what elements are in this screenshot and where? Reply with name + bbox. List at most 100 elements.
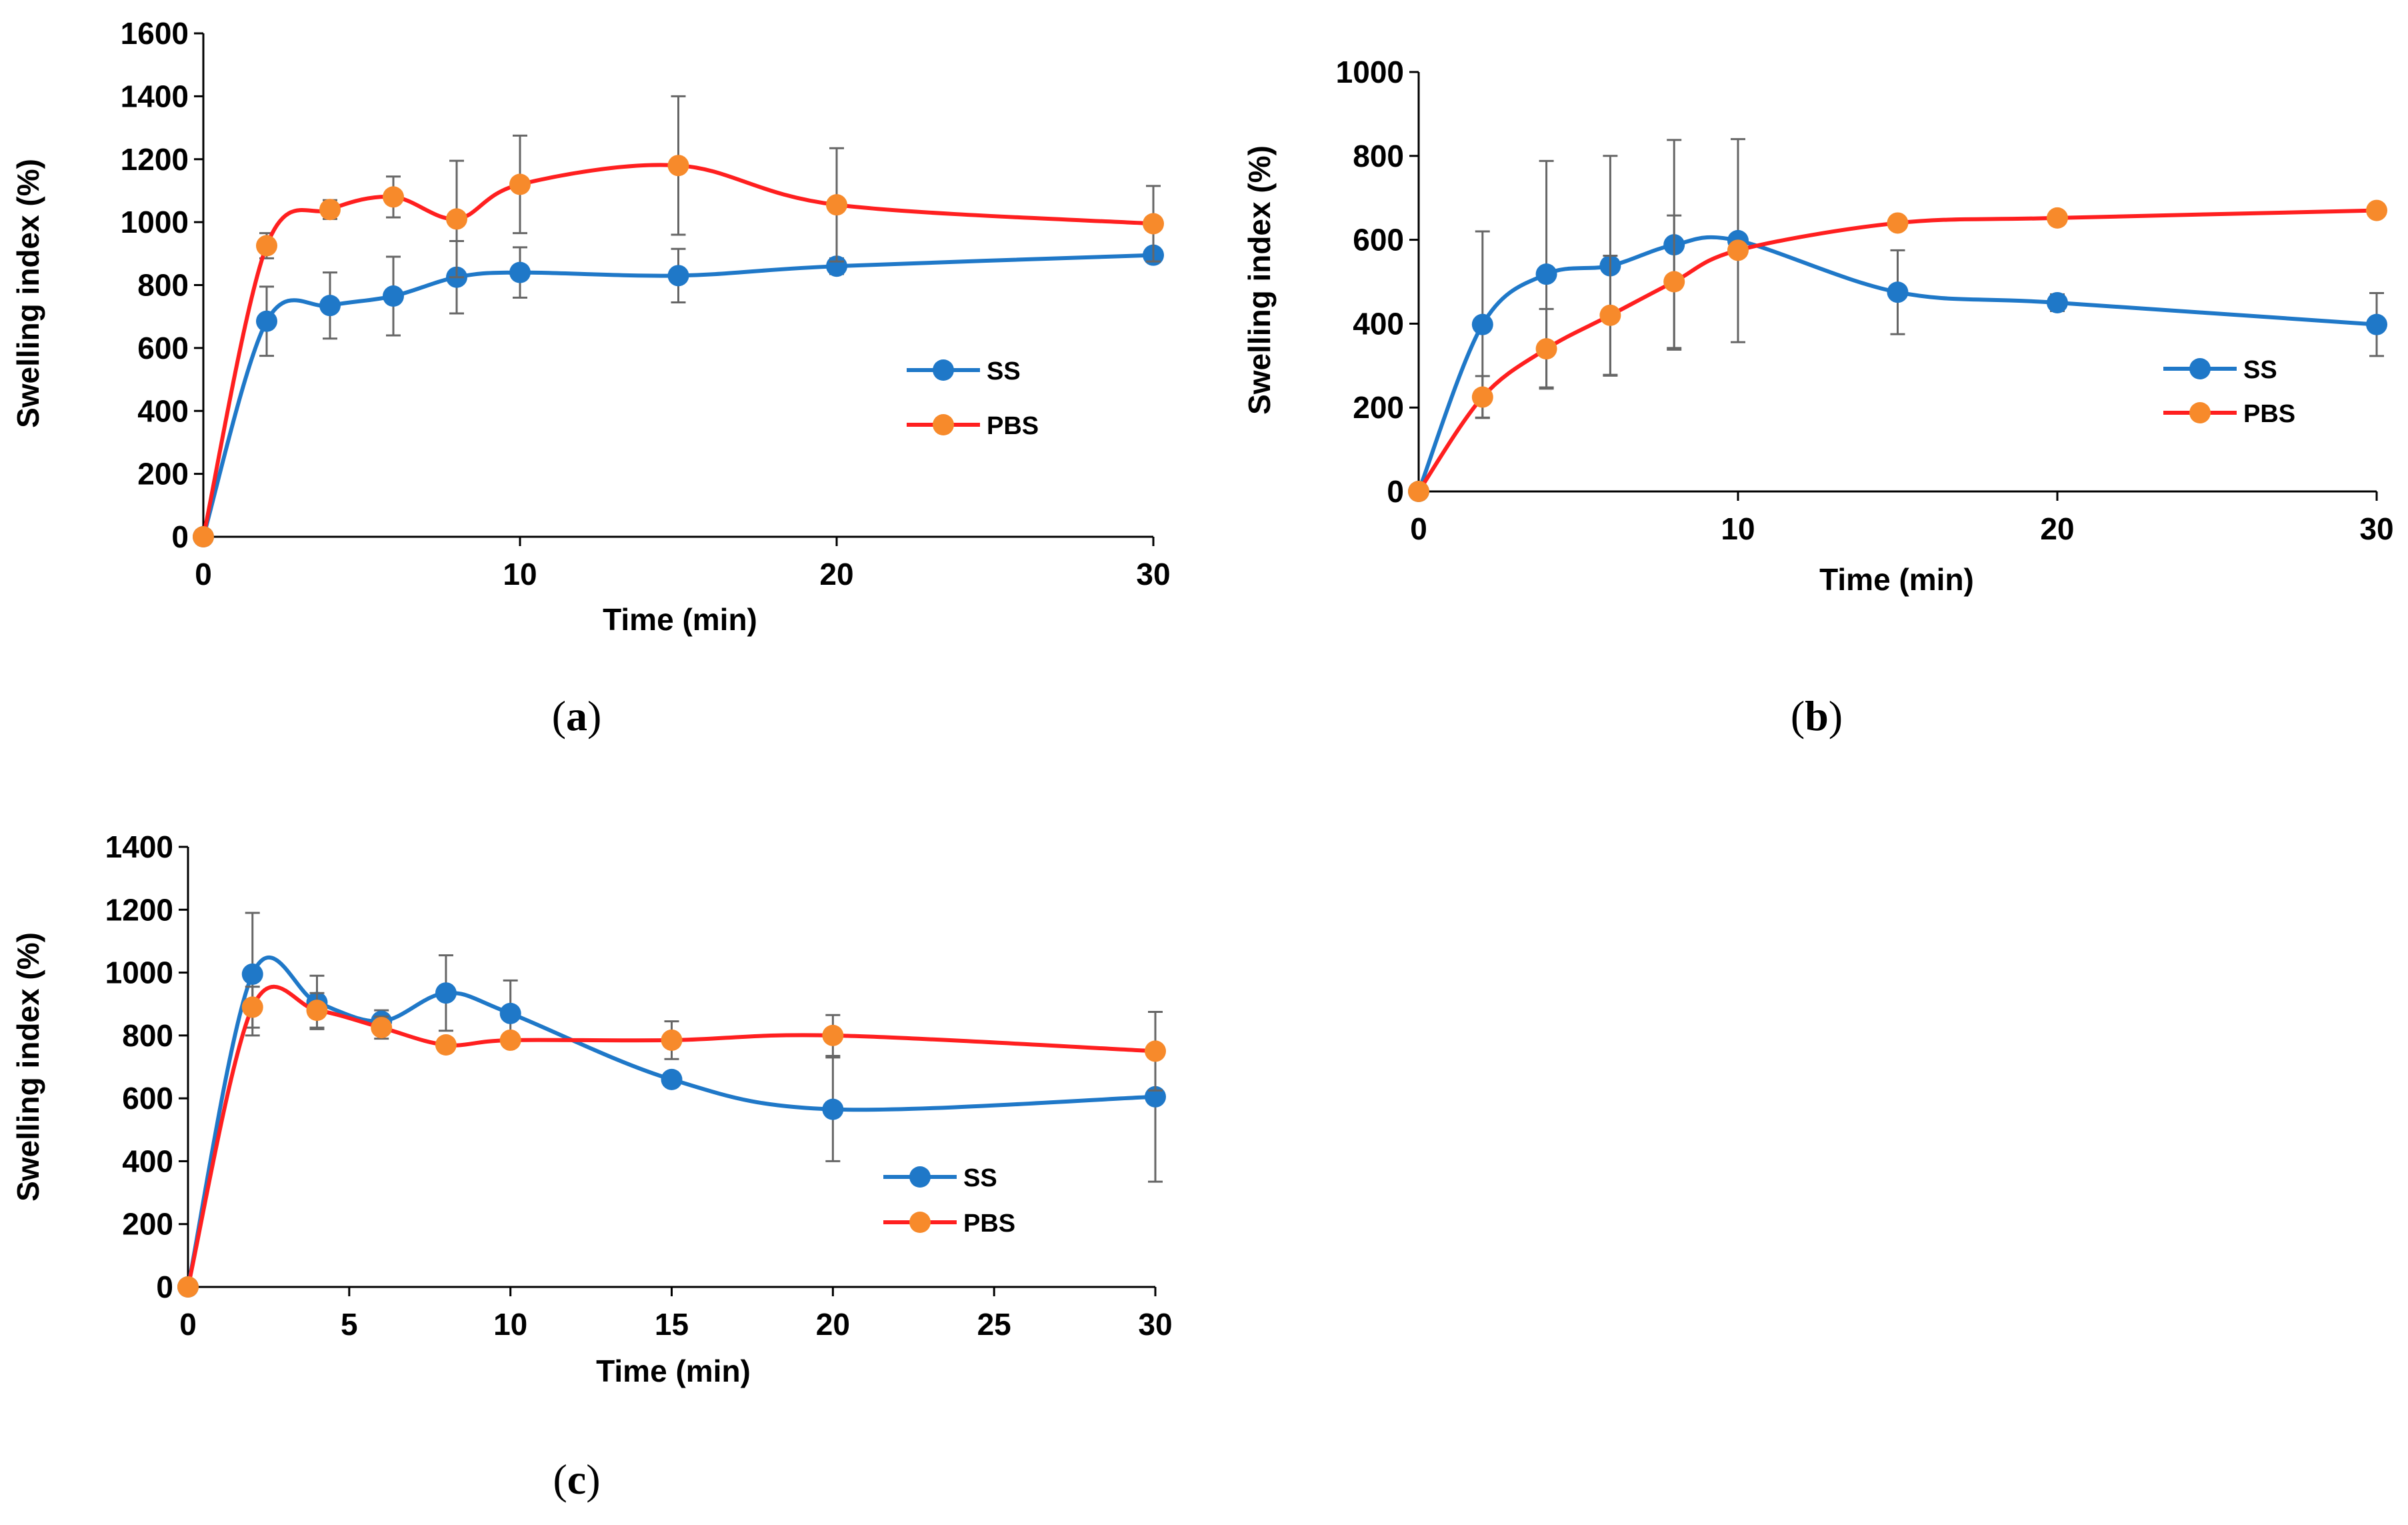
- data-point: [435, 982, 457, 1004]
- y-tick-label: 0: [171, 519, 189, 554]
- data-point: [2366, 313, 2387, 335]
- y-axis-title: Swelling index (%): [11, 932, 45, 1202]
- data-point: [499, 1029, 521, 1051]
- x-tick-label: 10: [1721, 511, 1755, 546]
- y-tick-label: 600: [1353, 223, 1404, 257]
- data-point: [435, 1034, 457, 1056]
- x-axis-title: Time (min): [603, 602, 757, 637]
- x-tick-label: 0: [179, 1307, 197, 1342]
- y-tick-label: 200: [1353, 390, 1404, 425]
- y-tick-label: 200: [122, 1207, 173, 1242]
- data-point: [241, 996, 263, 1018]
- x-tick-label: 15: [655, 1307, 689, 1342]
- legend-marker: [933, 359, 954, 381]
- y-tick-label: 800: [1353, 139, 1404, 173]
- y-tick-label: 400: [1353, 306, 1404, 341]
- legend-marker: [909, 1212, 931, 1233]
- y-tick-label: 600: [137, 331, 189, 365]
- series-pbs: [193, 95, 1164, 547]
- y-tick-label: 600: [122, 1081, 173, 1116]
- data-point: [306, 1000, 328, 1022]
- data-point: [319, 295, 341, 317]
- data-point: [1663, 271, 1685, 293]
- data-point: [256, 235, 277, 257]
- data-point: [1471, 313, 1493, 335]
- y-tick-label: 200: [137, 457, 189, 491]
- data-point: [661, 1068, 683, 1090]
- data-point: [446, 208, 467, 230]
- data-point: [667, 155, 689, 177]
- y-tick-label: 1000: [121, 205, 189, 239]
- data-point: [241, 963, 263, 985]
- legend-label: PBS: [963, 1210, 1015, 1238]
- series-line: [1417, 208, 2377, 493]
- panel-label-letter: a: [566, 692, 587, 739]
- data-point: [509, 173, 531, 195]
- panel-label: (b): [1791, 692, 1843, 739]
- y-tick-label: 1200: [105, 892, 173, 927]
- panel-label-letter: b: [1805, 692, 1829, 739]
- x-tick-label: 20: [2040, 511, 2074, 546]
- data-point: [1535, 338, 1557, 360]
- series-ss: [193, 239, 1164, 547]
- data-point: [371, 1017, 393, 1039]
- legend-marker: [933, 414, 954, 435]
- data-point: [1599, 304, 1621, 326]
- y-tick-label: 800: [137, 268, 189, 303]
- x-tick-label: 20: [816, 1307, 850, 1342]
- data-point: [1471, 386, 1493, 408]
- data-point: [1145, 1040, 1166, 1062]
- series-ss: [177, 912, 1166, 1298]
- y-tick-label: 1600: [121, 16, 189, 51]
- y-tick-label: 0: [1387, 474, 1404, 509]
- x-axis-title: Time (min): [1819, 562, 1974, 597]
- panel-label: (c): [553, 1456, 600, 1503]
- x-tick-label: 10: [503, 557, 537, 591]
- x-tick-label: 0: [195, 557, 212, 591]
- y-axis-title: Swelling index (%): [11, 159, 45, 428]
- data-point: [1887, 212, 1909, 234]
- data-point: [2366, 199, 2387, 221]
- data-point: [2047, 291, 2068, 313]
- chart-panel-c: 0 200 400 600 800 1000 1200 1400 0 5 10 15 20 25 30 Tim…: [11, 830, 1173, 1503]
- y-tick-label: 1400: [121, 79, 189, 113]
- y-tick-label: 1200: [121, 142, 189, 177]
- data-point: [509, 261, 531, 283]
- series-pbs: [1408, 199, 2387, 502]
- legend-marker: [2189, 358, 2211, 379]
- y-tick-label: 400: [122, 1144, 173, 1178]
- data-point: [193, 526, 214, 547]
- data-point: [1535, 263, 1557, 285]
- x-tick-label: 10: [493, 1307, 527, 1342]
- data-point: [661, 1029, 683, 1051]
- x-tick-label: 25: [977, 1307, 1011, 1342]
- data-point: [1727, 239, 1749, 261]
- series-line: [1417, 235, 2377, 493]
- data-point: [383, 186, 404, 208]
- data-point: [319, 199, 341, 221]
- legend-marker: [2189, 402, 2211, 423]
- y-tick-label: 1000: [1336, 55, 1404, 89]
- data-point: [822, 1024, 844, 1046]
- x-tick-label: 20: [819, 557, 853, 591]
- legend-label: SS: [2243, 356, 2277, 384]
- series-pbs: [177, 984, 1166, 1298]
- data-point: [1143, 213, 1164, 235]
- data-point: [1408, 481, 1429, 502]
- legend-marker: [909, 1166, 931, 1188]
- legend-label: PBS: [987, 412, 1039, 440]
- chart-panel-a: 0 200 400 600 800 1000 1200 1400 1600 0 10 20 30 Time…: [11, 16, 1171, 739]
- data-point: [256, 310, 277, 332]
- panel-label: (a): [552, 692, 602, 739]
- x-tick-label: 30: [1136, 557, 1170, 591]
- y-tick-label: 1000: [105, 956, 173, 990]
- data-point: [2047, 207, 2068, 229]
- y-tick-label: 800: [122, 1018, 173, 1053]
- panel-label-letter: c: [567, 1456, 586, 1503]
- data-point: [383, 285, 404, 307]
- data-point: [667, 265, 689, 287]
- data-point: [826, 194, 847, 216]
- data-point: [1887, 281, 1909, 303]
- data-point: [177, 1276, 199, 1298]
